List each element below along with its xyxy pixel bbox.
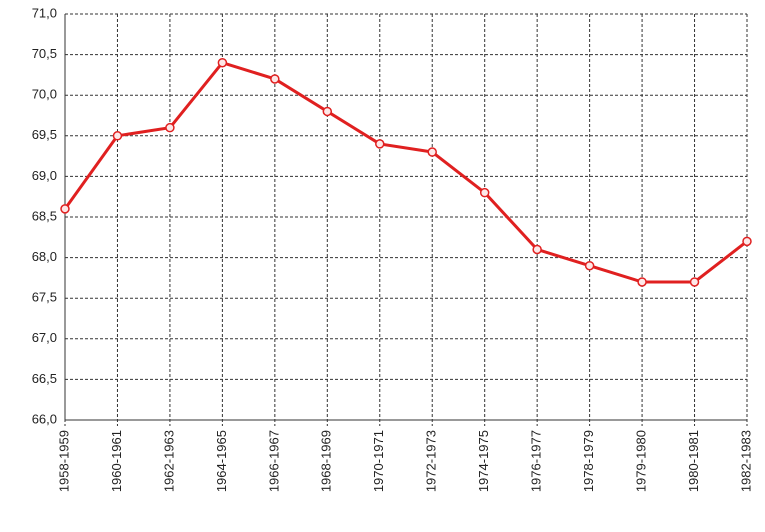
data-point xyxy=(165,122,175,133)
data-point xyxy=(217,57,228,68)
data-point xyxy=(532,244,542,255)
data-point xyxy=(637,277,647,287)
x-tick-label: 1962-1963 xyxy=(161,430,176,492)
data-point xyxy=(584,260,595,271)
x-tick-label: 1960-1961 xyxy=(109,430,124,492)
x-tick-label: 1974-1975 xyxy=(476,430,491,492)
x-tick-label: 1978-1979 xyxy=(581,430,596,492)
x-tick-label: 1970-1971 xyxy=(371,430,386,492)
data-point xyxy=(322,106,333,117)
y-tick-label: 66,0 xyxy=(32,411,57,426)
x-tick-label: 1980-1981 xyxy=(686,430,701,492)
data-line xyxy=(63,61,748,284)
y-tick-label: 69,5 xyxy=(32,127,57,142)
data-point xyxy=(375,139,385,149)
x-tick-label: 1979-1980 xyxy=(634,430,649,492)
data-point xyxy=(742,236,752,247)
y-tick-label: 69,0 xyxy=(32,168,57,183)
data-point xyxy=(689,277,700,287)
data-point xyxy=(479,187,490,198)
data-point xyxy=(427,147,437,157)
y-tick-label: 67,0 xyxy=(32,330,57,345)
y-tick-label: 71,0 xyxy=(32,5,57,20)
data-point xyxy=(60,204,70,214)
y-tick-label: 66,5 xyxy=(32,371,57,386)
x-tick-label: 1972-1973 xyxy=(424,430,439,492)
y-tick-label: 70,0 xyxy=(32,87,57,102)
y-tick-label: 70,5 xyxy=(32,46,57,61)
x-tick-label: 1958-1959 xyxy=(56,430,71,492)
data-point xyxy=(112,131,123,141)
x-tick-label: 1964-1965 xyxy=(214,430,229,492)
x-tick-label: 1966-1967 xyxy=(266,430,281,492)
x-tick-label: 1968-1969 xyxy=(319,430,334,492)
y-tick-label: 68,0 xyxy=(32,249,57,264)
y-tick-label: 68,5 xyxy=(32,208,57,223)
x-tick-label: 1976-1977 xyxy=(529,430,544,492)
data-point xyxy=(270,74,280,84)
y-tick-label: 67,5 xyxy=(32,290,57,305)
x-tick-label: 1982-1983 xyxy=(738,430,753,492)
